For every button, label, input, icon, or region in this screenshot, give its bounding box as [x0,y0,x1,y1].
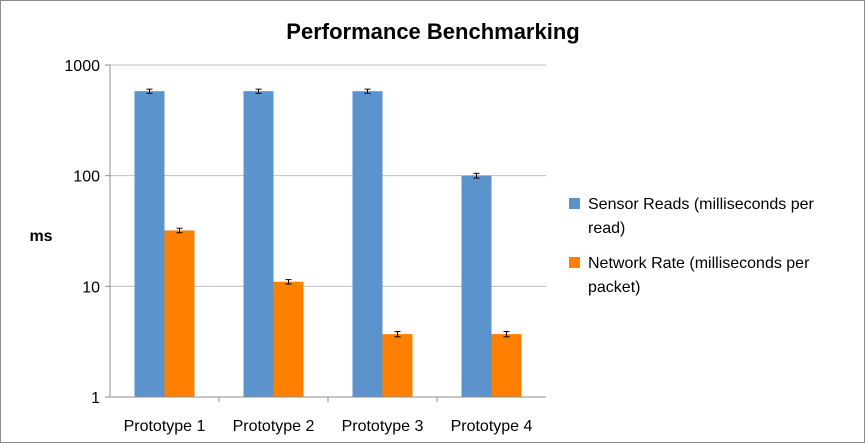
bar-s1-c4 [461,175,492,397]
legend-swatch-2 [569,257,580,268]
bar-s1-c1 [134,91,165,397]
bar-s2-c4 [491,334,522,397]
x-tick-label-4: Prototype 4 [451,418,533,435]
y-axis-label: ms [29,228,52,245]
y-tick-label-1: 1 [91,390,100,407]
y-tick-label-1000: 1000 [64,58,100,75]
legend-label-1-line-2: read) [588,220,625,237]
y-tick-label-100: 100 [73,169,100,186]
legend: Sensor Reads (milliseconds per read) Netwo… [569,196,815,296]
bar-s2-c3 [382,334,413,397]
x-tick-label-2: Prototype 2 [233,418,315,435]
legend-label-2-line-2: packet) [588,279,640,296]
bar-s2-c1 [164,230,195,397]
y-tick-labels: 1 10 100 1000 [64,58,100,407]
legend-label-2-line-1: Network Rate (milliseconds per [588,255,810,272]
bar-s1-c2 [243,91,274,397]
x-tick-label-1: Prototype 1 [124,418,206,435]
axes [105,64,546,402]
legend-label-1-line-1: Sensor Reads (milliseconds per [588,196,815,213]
bar-s2-c2 [273,281,304,397]
x-tick-label-3: Prototype 3 [342,418,424,435]
error-bars [146,88,510,338]
x-tick-labels: Prototype 1 Prototype 2 Prototype 3 Prototy… [124,418,533,435]
chart-title: Performance Benchmarking [286,19,579,44]
y-tick-label-10: 10 [82,279,100,296]
bars [134,91,522,397]
legend-swatch-1 [569,198,580,209]
bar-s1-c3 [352,91,383,397]
